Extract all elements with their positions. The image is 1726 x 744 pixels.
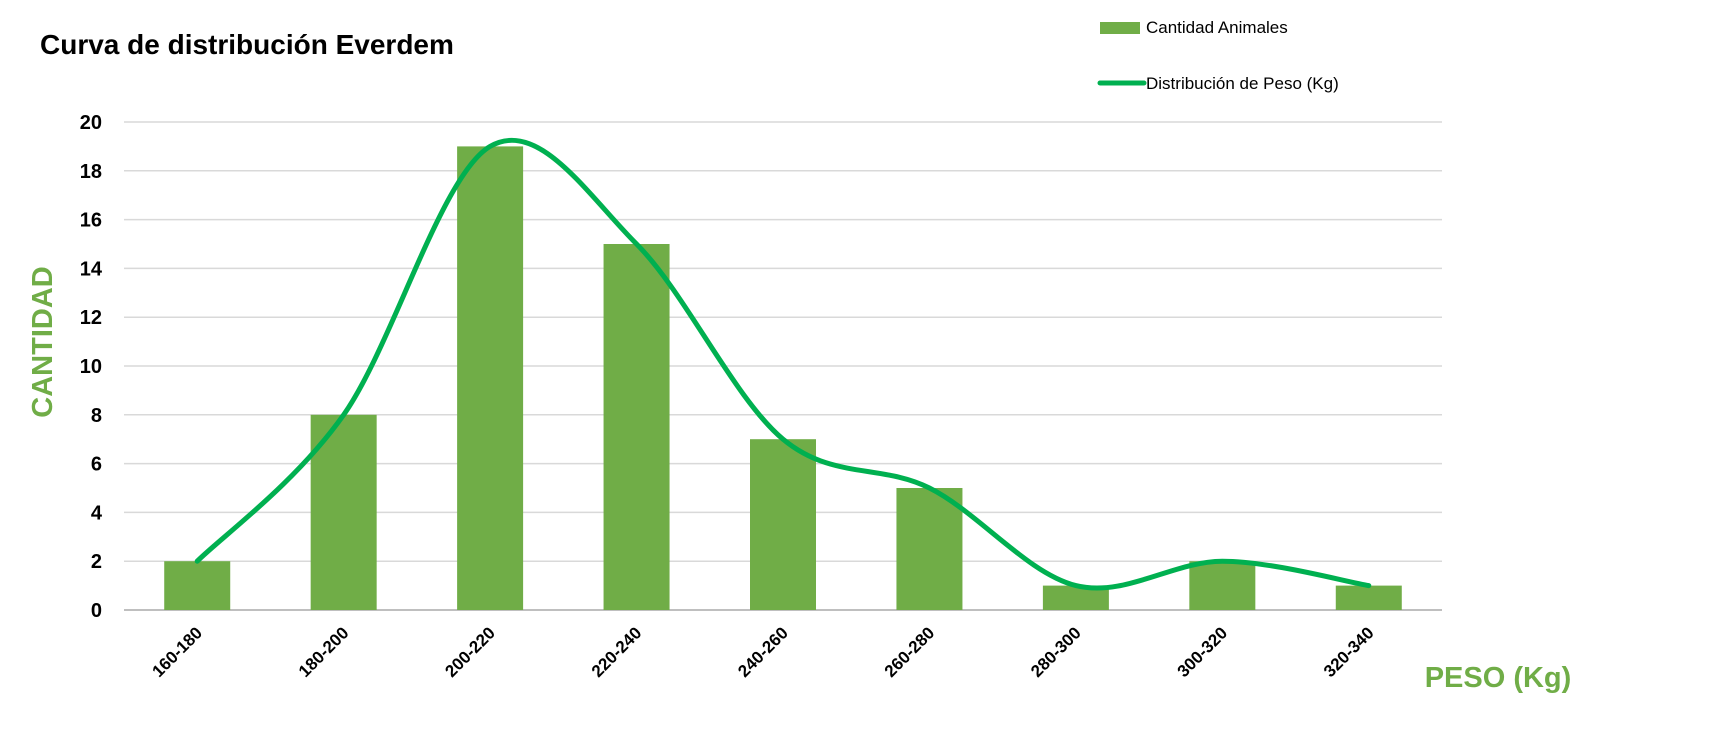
bar-180-200: [310, 414, 377, 610]
bar-240-260: [750, 439, 816, 610]
y-tick-label: 6: [91, 454, 102, 476]
bar-320-340: [1335, 585, 1402, 610]
y-tick-label: 10: [80, 356, 102, 378]
x-tick-label: 320-340: [1320, 623, 1378, 681]
y-tick-label: 14: [80, 258, 103, 280]
x-tick-label: 300-320: [1174, 623, 1232, 681]
x-axis-ticks: 160-180 180-200 200-220 220-240 240-260 260-2…: [148, 623, 1377, 681]
legend-bar-label: Cantidad Animales: [1146, 18, 1288, 37]
x-axis-title: PESO (Kg): [1425, 662, 1572, 694]
y-axis-ticks: 0 2 4 6 8 10 12 14 16 18 20: [80, 112, 103, 622]
x-tick-label: 280-300: [1027, 623, 1085, 681]
x-tick-label: 220-240: [588, 623, 646, 681]
bar-series: [164, 146, 1402, 610]
y-tick-label: 2: [91, 551, 102, 573]
x-tick-label: 180-200: [295, 623, 353, 681]
y-tick-label: 0: [91, 600, 102, 622]
x-tick-label: 160-180: [148, 623, 206, 681]
y-axis-title: CANTIDAD: [27, 266, 59, 417]
chart-title: Curva de distribución Everdem: [40, 29, 454, 60]
bar-200-220: [457, 146, 524, 610]
x-tick-label: 200-220: [441, 623, 499, 681]
bar-300-320: [1189, 561, 1256, 610]
bar-220-240: [603, 244, 670, 610]
x-tick-label: 240-260: [734, 623, 792, 681]
y-tick-label: 18: [80, 161, 102, 183]
legend: Cantidad Animales Distribución de Peso (…: [1097, 18, 1339, 93]
bar-160-180: [164, 561, 231, 610]
legend-bar-swatch: [1100, 22, 1140, 34]
distribution-curve: [194, 137, 1372, 591]
y-tick-label: 20: [80, 112, 102, 134]
y-tick-label: 4: [91, 502, 103, 524]
y-tick-label: 16: [80, 210, 102, 232]
y-tick-label: 8: [91, 405, 102, 427]
y-tick-label: 12: [80, 307, 102, 329]
bar-260-280: [896, 488, 963, 610]
x-tick-label: 260-280: [881, 623, 939, 681]
legend-line-label: Distribución de Peso (Kg): [1146, 74, 1339, 93]
